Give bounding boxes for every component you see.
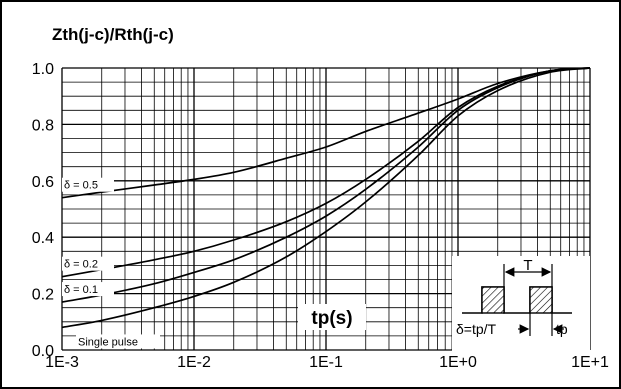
x-tick-label: 1E+0 — [439, 354, 477, 371]
y-tick-label: 0.4 — [32, 230, 54, 247]
duty-cycle-inset: T δ=tp/T tp — [452, 256, 590, 352]
x-axis-title-background — [298, 304, 366, 330]
period-label: T — [523, 257, 532, 274]
y-tick-label: 1.0 — [32, 61, 54, 78]
x-tick-label: 1E-2 — [177, 354, 211, 371]
y-tick-label: 0.6 — [32, 174, 54, 191]
x-tick-label: 1E-3 — [45, 354, 79, 371]
pulse-2 — [529, 286, 553, 314]
tick-labels: 0.0 0.2 0.4 0.6 0.8 1.0 1E-3 1E-2 1E-1 1E+0 1E+1 — [32, 61, 609, 371]
series-label: δ = 0.1 — [64, 284, 98, 296]
series-line — [61, 67, 591, 278]
chart-title: Zth(j-c)/Rth(j-c) — [52, 25, 174, 44]
x-tick-label: 1E-1 — [309, 354, 343, 371]
series-label-background — [62, 256, 114, 271]
series-line — [61, 67, 591, 199]
x-axis-title: tp(s) — [311, 308, 352, 329]
pulse-width-label: tp — [556, 321, 568, 337]
series-layer: δ = 0.5 δ = 0.2 δ = 0.1 Single pulse — [61, 67, 591, 349]
x-tick-label: 1E+1 — [571, 354, 609, 371]
series-label: δ = 0.2 — [64, 259, 98, 271]
series-label: Single pulse — [78, 336, 138, 348]
series-label-background — [76, 334, 160, 349]
series-line — [61, 67, 591, 329]
duty-label: δ=tp/T — [456, 321, 497, 337]
series-label-background — [62, 282, 114, 297]
y-tick-label: 0.8 — [32, 117, 54, 134]
inset-background — [452, 256, 590, 352]
series-label: δ = 0.5 — [64, 180, 98, 192]
y-tick-label: 0.2 — [32, 287, 54, 304]
y-tick-label: 0.0 — [32, 343, 54, 360]
series-line — [61, 67, 591, 303]
series-label-background — [62, 177, 114, 192]
pulse-1 — [481, 286, 505, 314]
